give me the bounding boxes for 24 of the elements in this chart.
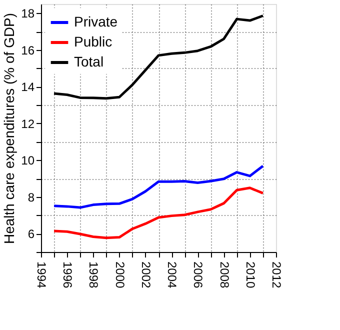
x-tick-label: 1996	[60, 262, 75, 289]
y-tick-label: 18	[21, 6, 35, 21]
line-series	[52, 14, 264, 100]
legend-label: Private	[74, 14, 118, 30]
y-tick-label: 10	[21, 154, 35, 168]
x-tick-label: 2010	[243, 262, 258, 289]
x-tick-label: 2012	[270, 262, 284, 289]
y-tick-label: 8	[28, 190, 35, 204]
x-tick-label: 1998	[86, 262, 101, 289]
legend-label: Total	[74, 54, 104, 70]
x-tick-label: 1994	[34, 262, 48, 289]
y-tick-label: 12	[21, 116, 35, 131]
x-tick-label: 2008	[217, 262, 232, 289]
line-series	[52, 164, 264, 209]
y-tick-label: 6	[28, 227, 35, 242]
x-tick-label: 2004	[165, 262, 180, 289]
x-tick-label: 2002	[138, 262, 153, 289]
line-series	[52, 186, 264, 240]
y-tick-label: 14	[21, 80, 35, 94]
y-axis-title: Health care expenditures (% of GDP)	[1, 12, 18, 244]
legend-label: Public	[74, 34, 112, 50]
y-tick-label: 16	[21, 43, 35, 58]
x-tick-label: 2006	[191, 262, 206, 289]
x-tick-label: 2000	[112, 262, 127, 289]
